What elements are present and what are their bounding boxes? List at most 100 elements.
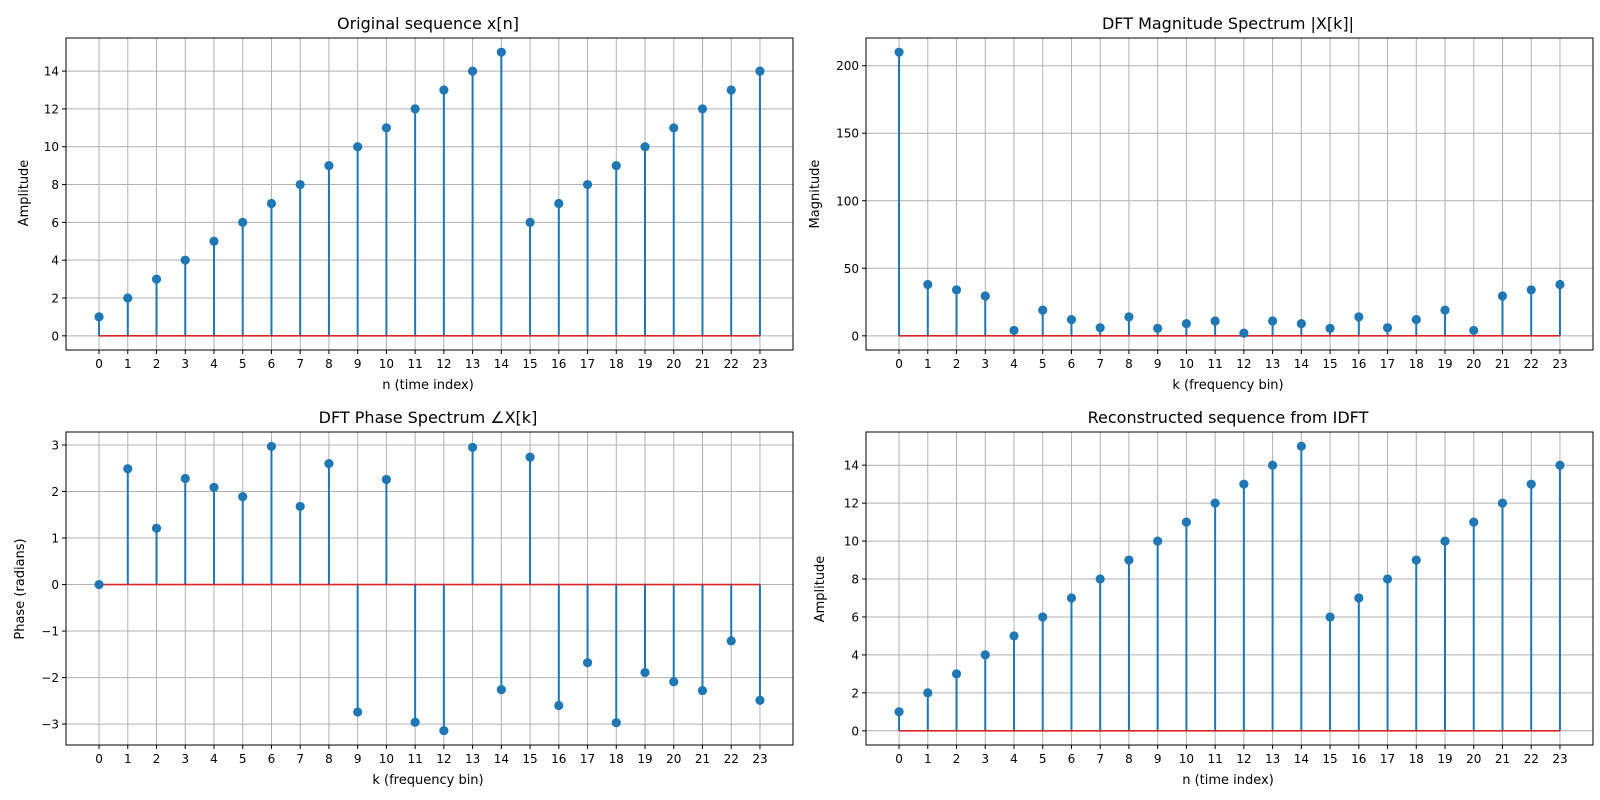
x-axis-label: n (time index) xyxy=(382,378,474,393)
chart-panel-dft-phase: DFT Phase Spectrum ∠X[k] k (frequency bi… xyxy=(13,408,794,788)
data-point xyxy=(1497,498,1508,508)
x-tick-label: 2 xyxy=(953,752,961,766)
x-tick-label: 5 xyxy=(1039,357,1047,371)
x-tick-label: 15 xyxy=(1322,357,1337,371)
data-point xyxy=(1411,555,1421,565)
x-tick-label: 15 xyxy=(1322,752,1337,766)
data-point xyxy=(554,198,564,209)
data-point xyxy=(697,685,708,696)
x-tick-label: 10 xyxy=(379,357,394,371)
x-tick-label: 6 xyxy=(268,357,276,371)
x-tick-label: 12 xyxy=(436,752,451,766)
data-point xyxy=(1009,325,1019,336)
data-point xyxy=(1296,319,1306,329)
x-tick-label: 5 xyxy=(239,752,247,766)
x-tick-label: 13 xyxy=(1265,357,1280,371)
x-tick-label: 8 xyxy=(325,752,333,766)
y-axis-label: Amplitude xyxy=(813,556,828,623)
x-tick-label: 19 xyxy=(1437,357,1452,371)
data-point xyxy=(1526,285,1536,295)
y-axis-label: Amplitude xyxy=(17,160,32,227)
x-tick-label: 8 xyxy=(1125,752,1133,766)
stems xyxy=(98,52,761,336)
x-tick-label: 21 xyxy=(1495,752,1510,766)
x-tick-label: 3 xyxy=(981,357,989,371)
x-tick-label: 7 xyxy=(296,357,304,371)
data-point xyxy=(353,142,363,152)
x-tick-label: 22 xyxy=(1524,752,1539,766)
data-point xyxy=(726,85,736,95)
y-tick-label: 6 xyxy=(851,610,859,624)
chart-title: DFT Magnitude Spectrum |X[k]| xyxy=(1102,14,1354,33)
y-tick-label: 150 xyxy=(836,127,859,141)
y-tick-label: 14 xyxy=(844,459,859,473)
data-point xyxy=(94,579,104,590)
x-tick-label: 18 xyxy=(1409,752,1424,766)
data-point xyxy=(951,669,962,679)
plot-frame xyxy=(65,37,794,351)
plot-frame xyxy=(65,431,794,746)
x-tick-label: 0 xyxy=(895,357,903,371)
x-tick-label: 10 xyxy=(379,752,394,766)
x-tick-label: 6 xyxy=(1068,357,1076,371)
data-point xyxy=(468,66,478,76)
x-tick-label: 2 xyxy=(153,752,161,766)
x-tick-label: 17 xyxy=(580,752,595,766)
y-tick-label: 2 xyxy=(851,686,859,700)
data-point xyxy=(1153,323,1163,333)
x-tick-label: 8 xyxy=(1125,357,1133,371)
y-tick-label: 2 xyxy=(51,292,59,306)
data-point xyxy=(381,474,391,485)
grid xyxy=(66,432,793,745)
x-tick-label: 4 xyxy=(1010,357,1018,371)
y-tick-label: 0 xyxy=(51,578,59,592)
data-point xyxy=(525,452,535,462)
x-tick-label: 23 xyxy=(752,357,767,371)
data-point xyxy=(582,658,593,668)
data-point xyxy=(295,501,305,512)
x-tick-label: 11 xyxy=(1207,357,1222,371)
x-tick-label: 15 xyxy=(522,752,537,766)
data-point xyxy=(1153,536,1163,546)
x-tick-label: 14 xyxy=(1294,357,1309,371)
x-tick-label: 4 xyxy=(210,752,218,766)
x-tick-label: 20 xyxy=(1466,357,1481,371)
data-point xyxy=(266,441,277,452)
data-point xyxy=(1239,328,1249,338)
data-point xyxy=(755,695,765,705)
y-axis-label: Magnitude xyxy=(808,160,823,229)
y-tick-label: 8 xyxy=(851,573,859,587)
x-tick-label: 7 xyxy=(1096,357,1104,371)
data-point xyxy=(1038,305,1048,315)
data-point xyxy=(266,198,277,209)
grid xyxy=(866,38,1593,350)
x-tick-label: 13 xyxy=(1265,752,1280,766)
plot-frame xyxy=(865,37,1594,351)
x-tick-label: 5 xyxy=(1039,752,1047,766)
data-point xyxy=(980,291,990,301)
y-tick-label: 4 xyxy=(851,648,859,662)
data-point xyxy=(1095,574,1105,584)
data-point xyxy=(151,274,162,284)
data-point xyxy=(1440,305,1450,315)
data-point xyxy=(554,700,564,711)
data-point xyxy=(669,677,679,687)
y-tick-label: 2 xyxy=(51,485,59,499)
data-point xyxy=(209,482,219,492)
data-point xyxy=(439,85,449,95)
data-point xyxy=(410,104,420,114)
x-tick-label: 8 xyxy=(325,357,333,371)
data-point xyxy=(640,142,650,152)
y-axis-ticks: 0 2 4 6 8 10 12 14 xyxy=(844,459,866,738)
x-tick-label: 4 xyxy=(1010,752,1018,766)
data-point xyxy=(209,236,219,246)
y-tick-label: −3 xyxy=(41,718,59,732)
y-tick-label: 0 xyxy=(51,329,59,343)
y-tick-label: 10 xyxy=(844,535,859,549)
x-tick-label: 9 xyxy=(354,752,362,766)
x-tick-label: 18 xyxy=(609,752,624,766)
stems xyxy=(126,446,761,731)
x-tick-label: 19 xyxy=(1437,752,1452,766)
x-tick-label: 17 xyxy=(1380,357,1395,371)
